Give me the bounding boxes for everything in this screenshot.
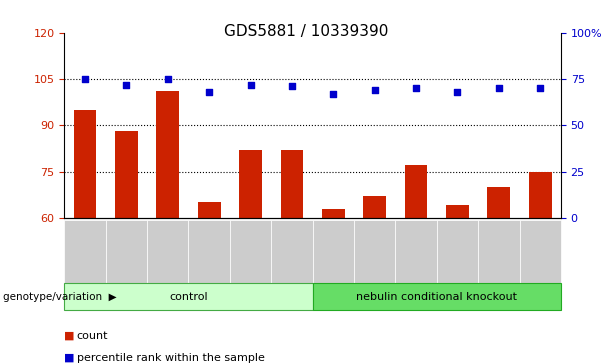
Bar [405, 166, 427, 218]
Point [411, 85, 421, 91]
Bar [322, 208, 345, 218]
Bar [529, 171, 552, 218]
Text: percentile rank within the sample: percentile rank within the sample [77, 352, 264, 363]
Bar [281, 150, 303, 218]
Point [452, 89, 462, 95]
Bar [74, 110, 96, 218]
Point [535, 85, 545, 91]
Point [121, 82, 131, 87]
Point [370, 87, 379, 93]
Text: nebulin conditional knockout: nebulin conditional knockout [356, 292, 517, 302]
Point [494, 85, 504, 91]
Bar [487, 187, 510, 218]
Text: ■: ■ [64, 331, 75, 341]
Point [329, 91, 338, 97]
Point [163, 76, 173, 82]
Point [80, 76, 90, 82]
Point [204, 89, 214, 95]
Text: ■: ■ [64, 352, 75, 363]
Text: control: control [169, 292, 208, 302]
Bar [239, 150, 262, 218]
Text: count: count [77, 331, 108, 341]
Bar [198, 202, 221, 218]
Bar [446, 205, 469, 218]
Bar [156, 91, 179, 218]
Bar [115, 131, 138, 218]
Bar [364, 196, 386, 218]
Text: GDS5881 / 10339390: GDS5881 / 10339390 [224, 24, 389, 38]
Point [246, 82, 256, 87]
Text: genotype/variation  ▶: genotype/variation ▶ [3, 292, 116, 302]
Point [287, 83, 297, 89]
